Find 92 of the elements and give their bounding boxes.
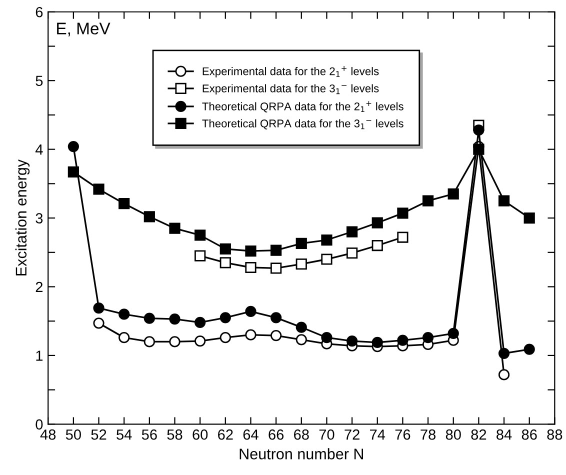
y-tick-label: 6 — [36, 6, 43, 18]
x-tick-label: 72 — [344, 429, 360, 440]
point — [498, 348, 510, 359]
x-tick-label: 84 — [496, 429, 512, 440]
x-tick-label: 80 — [446, 429, 461, 440]
point — [524, 212, 535, 224]
point — [321, 332, 332, 344]
x-tick-label: 66 — [268, 429, 284, 440]
point — [296, 238, 307, 250]
y-tick-label: 3 — [36, 213, 43, 224]
point — [220, 257, 231, 268]
legend-label: Experimental data for the 2$_{1}$$^{+}$ levels — [202, 66, 379, 78]
point — [194, 335, 206, 347]
point — [245, 306, 256, 318]
x-tick-label: 56 — [142, 429, 157, 440]
point — [346, 226, 358, 238]
point — [118, 332, 130, 344]
point — [194, 230, 206, 241]
point — [220, 243, 231, 255]
point — [245, 245, 256, 257]
point — [68, 141, 79, 152]
point — [194, 316, 206, 328]
point — [220, 332, 231, 344]
point — [270, 312, 282, 324]
y-axis-title: Excitation energy — [15, 159, 30, 276]
point — [422, 332, 434, 344]
point — [296, 258, 307, 270]
point — [372, 217, 383, 228]
point — [397, 334, 408, 346]
point — [346, 335, 358, 347]
point — [169, 222, 180, 234]
point — [144, 312, 155, 324]
x-tick-label: 68 — [294, 429, 309, 440]
point — [169, 313, 180, 325]
point — [270, 244, 282, 256]
x-tick-label: 88 — [547, 429, 562, 440]
point — [397, 208, 408, 219]
y-tick-label: 2 — [36, 282, 43, 292]
point — [448, 328, 459, 340]
x-tick-label: 64 — [243, 429, 258, 440]
point — [194, 250, 206, 262]
y-tick-label: 5 — [36, 76, 43, 86]
legend-label: Theoretical QRPA data for the 3$_{1}$$^{−}$ levels — [202, 119, 404, 130]
point — [473, 124, 484, 136]
point — [144, 336, 155, 348]
point — [118, 308, 130, 320]
point — [245, 329, 256, 340]
x-axis-title: Neutron number N — [240, 448, 363, 460]
point — [448, 188, 459, 200]
x-tick-label: 62 — [218, 429, 233, 440]
y-tick-label: 0 — [36, 419, 43, 430]
point — [245, 262, 256, 274]
y-tick-label: 1 — [36, 350, 43, 361]
point — [93, 302, 104, 314]
point — [169, 336, 180, 348]
point — [220, 312, 231, 324]
point — [93, 318, 104, 329]
x-tick-label: 60 — [192, 429, 208, 440]
x-tick-label: 50 — [66, 429, 81, 440]
x-tick-label: 70 — [319, 429, 334, 440]
point — [346, 248, 358, 259]
point — [144, 211, 155, 222]
point — [372, 240, 383, 252]
x-tick-label: 74 — [370, 430, 386, 440]
legend-label: Theoretical QRPA data for the 2$_{1}$$^{+}$ levels — [202, 101, 404, 112]
point — [422, 195, 434, 206]
y-tick-label: 4 — [35, 144, 43, 155]
x-tick-label: 78 — [420, 429, 436, 440]
point — [473, 144, 484, 155]
point — [372, 336, 383, 348]
point — [498, 195, 510, 206]
x-tick-label: 58 — [167, 429, 182, 440]
point — [397, 232, 408, 243]
point — [524, 344, 535, 355]
point — [321, 254, 332, 265]
legend-label: Experimental data for the 3$_{1}$$^{−}$ levels — [202, 84, 379, 95]
point — [321, 234, 332, 246]
point — [270, 262, 282, 274]
point — [296, 322, 307, 333]
annotation: E, MeV — [57, 22, 110, 36]
x-tick-label: 86 — [522, 429, 537, 440]
x-tick-label: 54 — [116, 430, 132, 440]
point — [270, 330, 282, 342]
point — [498, 369, 510, 380]
x-tick-label: 52 — [91, 429, 106, 440]
x-tick-label: 48 — [40, 429, 56, 440]
x-tick-label: 76 — [395, 429, 410, 440]
point — [296, 334, 307, 346]
x-tick-label: 82 — [471, 429, 486, 440]
point — [93, 184, 104, 195]
point — [118, 198, 130, 210]
point — [68, 166, 79, 178]
